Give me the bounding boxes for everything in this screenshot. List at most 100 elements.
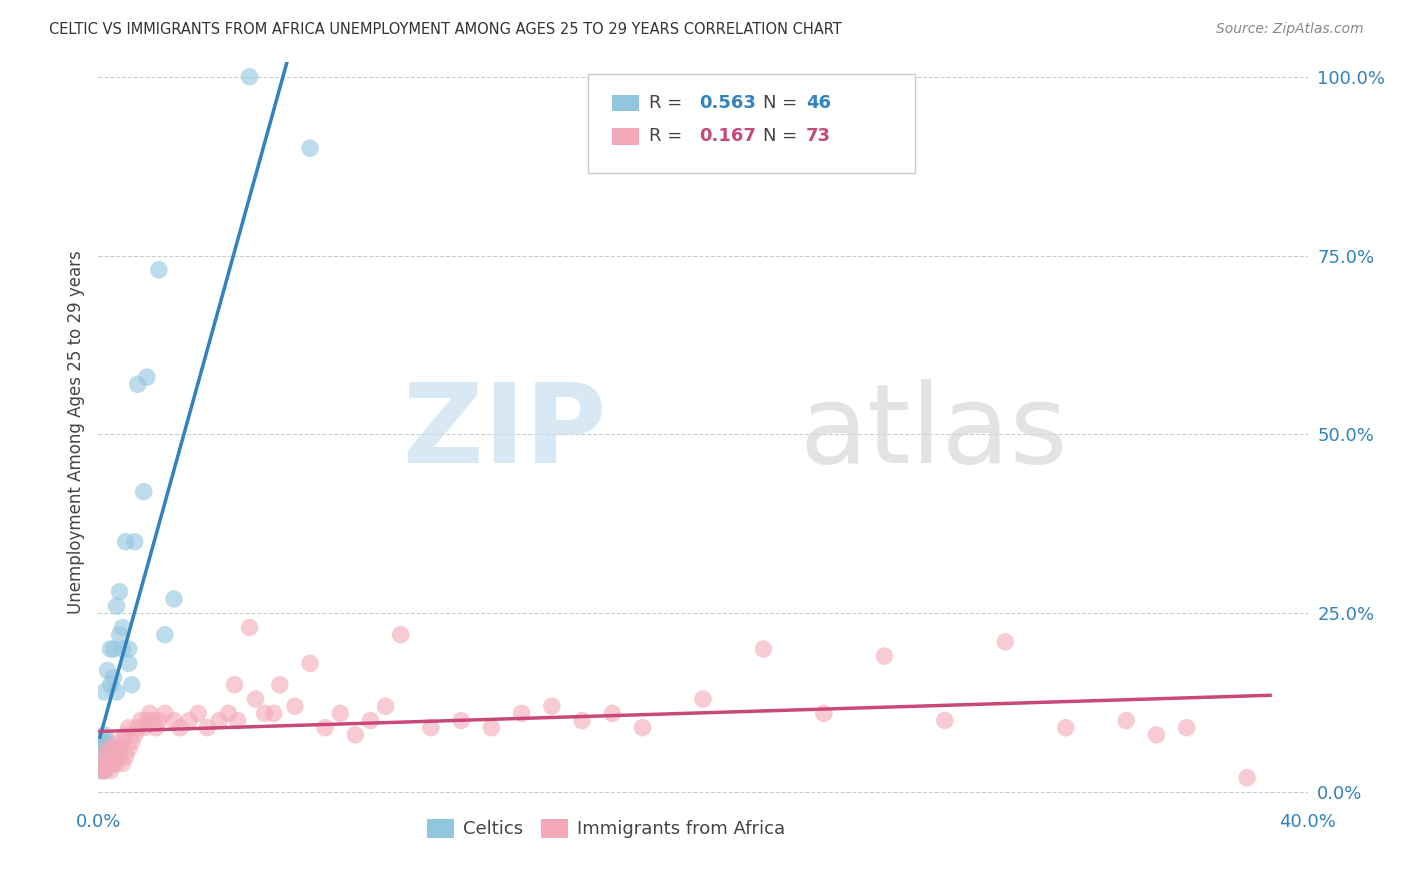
- Point: [153, 706, 176, 721]
- Point: [239, 621, 262, 635]
- Point: [226, 714, 249, 728]
- Point: [93, 756, 115, 771]
- Point: [132, 721, 155, 735]
- Point: [139, 706, 162, 721]
- Point: [121, 735, 143, 749]
- Point: [118, 742, 141, 756]
- Point: [1144, 728, 1167, 742]
- Point: [103, 749, 125, 764]
- Point: [145, 721, 167, 735]
- Point: [96, 742, 118, 756]
- Point: [93, 764, 115, 778]
- Point: [96, 735, 118, 749]
- Point: [124, 534, 146, 549]
- Point: [934, 714, 956, 728]
- Point: [481, 721, 503, 735]
- Point: [314, 721, 336, 735]
- Legend: Celtics, Immigrants from Africa: Celtics, Immigrants from Africa: [420, 812, 793, 846]
- Point: [263, 706, 285, 721]
- Point: [217, 706, 239, 721]
- Point: [108, 628, 131, 642]
- Point: [108, 584, 131, 599]
- Point: [163, 714, 186, 728]
- Point: [93, 749, 115, 764]
- Point: [344, 728, 367, 742]
- Point: [105, 599, 128, 613]
- Point: [132, 484, 155, 499]
- Point: [510, 706, 533, 721]
- FancyBboxPatch shape: [588, 73, 915, 173]
- Point: [111, 621, 134, 635]
- Point: [96, 749, 118, 764]
- Point: [90, 749, 112, 764]
- Point: [105, 735, 128, 749]
- Point: [96, 664, 118, 678]
- Point: [103, 742, 125, 756]
- Point: [127, 721, 149, 735]
- Point: [179, 714, 201, 728]
- Point: [602, 706, 624, 721]
- Point: [108, 749, 131, 764]
- Point: [93, 728, 115, 742]
- Point: [692, 692, 714, 706]
- Point: [105, 685, 128, 699]
- Point: [100, 764, 122, 778]
- Point: [269, 678, 291, 692]
- Point: [571, 714, 593, 728]
- Y-axis label: Unemployment Among Ages 25 to 29 years: Unemployment Among Ages 25 to 29 years: [66, 251, 84, 615]
- Point: [195, 721, 218, 735]
- Point: [103, 749, 125, 764]
- Point: [100, 742, 122, 756]
- Text: 0.167: 0.167: [699, 128, 756, 145]
- Point: [114, 534, 136, 549]
- Point: [329, 706, 352, 721]
- Text: Source: ZipAtlas.com: Source: ZipAtlas.com: [1216, 22, 1364, 37]
- Point: [631, 721, 654, 735]
- Point: [105, 749, 128, 764]
- Point: [374, 699, 396, 714]
- Text: N =: N =: [763, 95, 803, 112]
- Point: [118, 657, 141, 671]
- Point: [187, 706, 209, 721]
- Text: 46: 46: [806, 95, 831, 112]
- Point: [389, 628, 412, 642]
- Point: [105, 756, 128, 771]
- FancyBboxPatch shape: [613, 95, 638, 112]
- Point: [299, 141, 322, 155]
- Point: [1115, 714, 1137, 728]
- Point: [148, 263, 170, 277]
- Point: [114, 749, 136, 764]
- Point: [108, 742, 131, 756]
- Point: [239, 70, 262, 84]
- Point: [153, 628, 176, 642]
- Point: [1175, 721, 1198, 735]
- Point: [90, 756, 112, 771]
- Point: [752, 642, 775, 657]
- Text: N =: N =: [763, 128, 803, 145]
- Text: 73: 73: [806, 128, 831, 145]
- Point: [540, 699, 562, 714]
- Point: [169, 721, 191, 735]
- Point: [420, 721, 443, 735]
- Point: [96, 756, 118, 771]
- Point: [111, 642, 134, 657]
- Point: [253, 706, 276, 721]
- Point: [103, 756, 125, 771]
- Point: [284, 699, 307, 714]
- Point: [1054, 721, 1077, 735]
- Text: 0.563: 0.563: [699, 95, 756, 112]
- Text: R =: R =: [648, 95, 688, 112]
- Point: [118, 642, 141, 657]
- Point: [93, 742, 115, 756]
- Point: [360, 714, 382, 728]
- Text: CELTIC VS IMMIGRANTS FROM AFRICA UNEMPLOYMENT AMONG AGES 25 TO 29 YEARS CORRELAT: CELTIC VS IMMIGRANTS FROM AFRICA UNEMPLO…: [49, 22, 842, 37]
- Point: [90, 742, 112, 756]
- Point: [129, 714, 152, 728]
- Point: [142, 714, 165, 728]
- Text: atlas: atlas: [800, 379, 1069, 486]
- Point: [299, 657, 322, 671]
- Point: [103, 756, 125, 771]
- Point: [103, 671, 125, 685]
- Point: [1236, 771, 1258, 785]
- Point: [111, 735, 134, 749]
